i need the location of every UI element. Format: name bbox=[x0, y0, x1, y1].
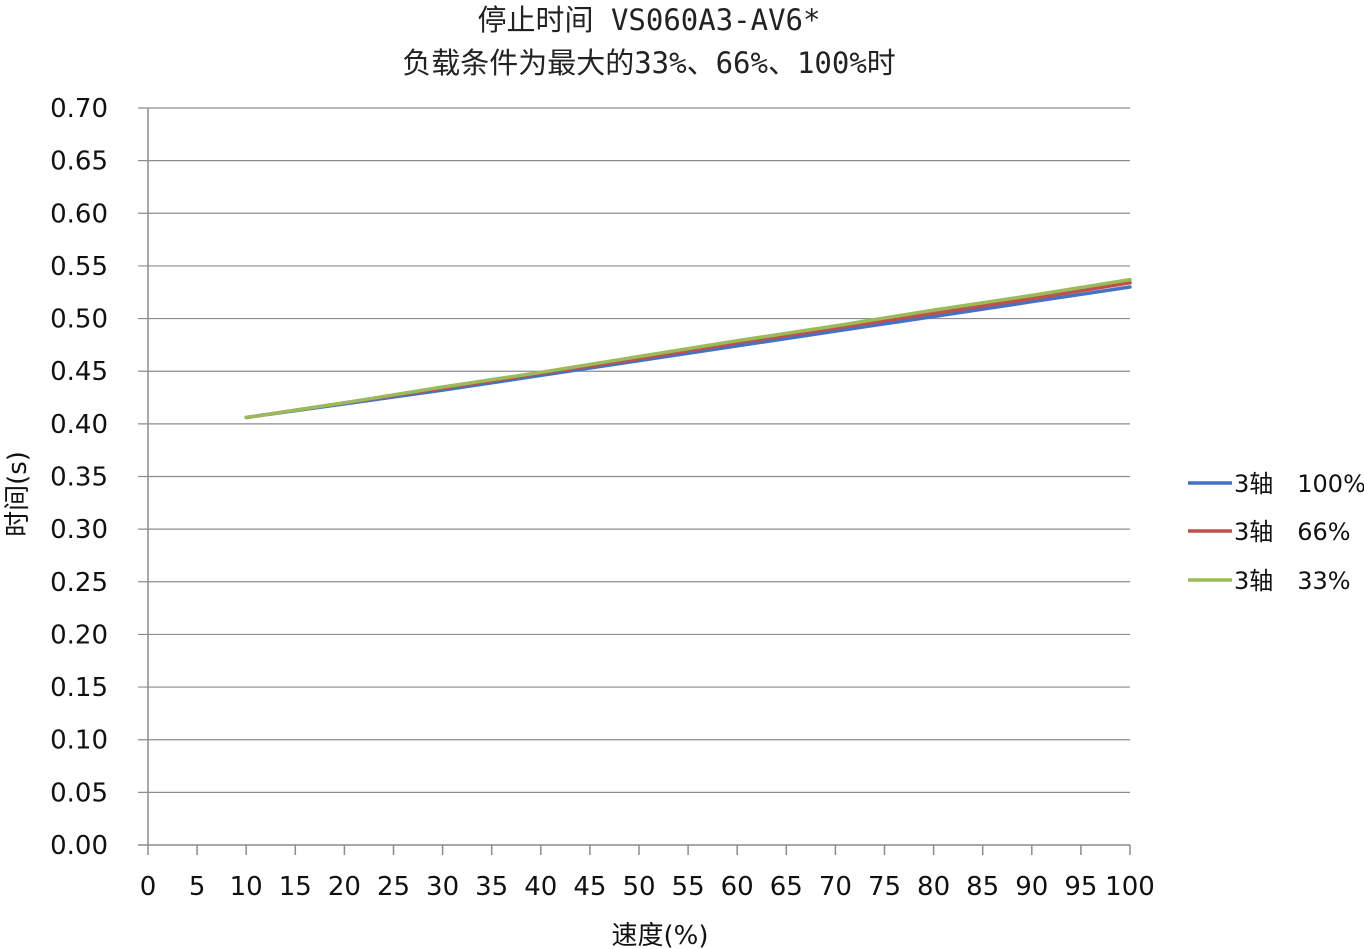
x-tick-label: 60 bbox=[721, 872, 754, 902]
legend-label-1: 3轴 100% bbox=[1234, 470, 1364, 498]
x-tick-label: 95 bbox=[1064, 872, 1097, 902]
x-tick-label: 85 bbox=[966, 872, 999, 902]
y-tick-label: 0.35 bbox=[50, 463, 108, 493]
legend-label-2: 3轴 66% bbox=[1234, 518, 1351, 546]
x-tick-label: 35 bbox=[475, 872, 508, 902]
x-tick-label: 15 bbox=[279, 872, 312, 902]
x-tick-labels: 0 5 10 15 20 25 30 35 40 45 50 55 60 65 70 75 80 85 90 95 10… bbox=[140, 872, 1155, 902]
x-tick-label: 0 bbox=[140, 872, 157, 902]
y-tick-label: 0.10 bbox=[50, 726, 108, 756]
y-tick-label: 0.30 bbox=[50, 515, 108, 545]
y-tick-label: 0.20 bbox=[50, 620, 108, 650]
x-tick-label: 45 bbox=[573, 872, 606, 902]
y-tick-label: 0.15 bbox=[50, 673, 108, 703]
y-tick-label: 0.50 bbox=[50, 305, 108, 335]
x-tick-label: 80 bbox=[917, 872, 950, 902]
series-lines bbox=[244, 277, 1132, 420]
x-tick-label: 10 bbox=[230, 872, 263, 902]
series-line-3 bbox=[244, 277, 1132, 420]
y-tick-label: 0.25 bbox=[50, 568, 108, 598]
y-tick-label: 0.60 bbox=[50, 199, 108, 229]
x-tick-label: 50 bbox=[622, 872, 655, 902]
x-tick-label: 70 bbox=[819, 872, 852, 902]
x-tick-label: 65 bbox=[770, 872, 803, 902]
x-tick-label: 25 bbox=[377, 872, 410, 902]
gridlines bbox=[138, 107, 1130, 793]
y-tick-label: 0.65 bbox=[50, 147, 108, 177]
chart-subtitle: 负载条件为最大的33%、66%、100%时 bbox=[402, 46, 896, 80]
axes bbox=[138, 108, 1131, 855]
x-tick-label: 90 bbox=[1015, 872, 1048, 902]
x-axis-label: 速度(%) bbox=[612, 921, 709, 949]
legend-label-3: 3轴 33% bbox=[1234, 567, 1351, 595]
y-tick-labels: 0.00 0.05 0.10 0.15 0.20 0.25 0.30 0.35 0.40 0.45… bbox=[50, 94, 108, 861]
legend: 3轴 100% 3轴 66% 3轴 33% bbox=[1188, 470, 1364, 595]
y-tick-label: 0.40 bbox=[50, 410, 108, 440]
x-tick-label: 40 bbox=[524, 872, 557, 902]
x-tick-label: 55 bbox=[672, 872, 705, 902]
chart-title: 停止时间 VS060A3-AV6* bbox=[478, 3, 821, 37]
y-tick-label: 0.45 bbox=[50, 357, 108, 387]
x-tick-label: 75 bbox=[868, 872, 901, 902]
y-tick-label: 0.05 bbox=[50, 778, 108, 808]
x-tick-label: 100 bbox=[1105, 872, 1155, 902]
y-tick-label: 0.00 bbox=[50, 831, 108, 861]
y-tick-label: 0.55 bbox=[50, 252, 108, 282]
y-tick-label: 0.70 bbox=[50, 94, 108, 124]
x-tick-label: 30 bbox=[426, 872, 459, 902]
x-tick-label: 20 bbox=[328, 872, 361, 902]
x-tick-label: 5 bbox=[189, 872, 206, 902]
y-axis-label: 时间(s) bbox=[3, 451, 33, 537]
